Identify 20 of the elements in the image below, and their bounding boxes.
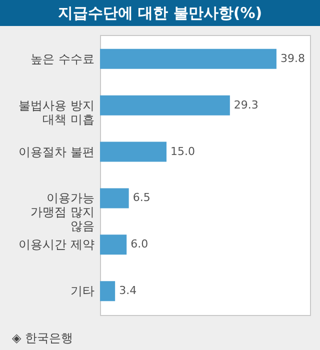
- bar: [100, 95, 230, 116]
- bar: [100, 234, 127, 255]
- y-tick-label: 기타: [70, 284, 94, 298]
- bar: [100, 48, 276, 69]
- text: ◈ 한국은행: [12, 331, 74, 345]
- y-tick-label: 이용시간 제약: [18, 238, 94, 252]
- y-tick-label: 불법사용 방지 대책 미흡: [18, 98, 94, 126]
- data-label: 3.4: [119, 284, 137, 298]
- data-label: 15.0: [170, 144, 196, 158]
- y-tick-label: 높은 수수료: [30, 52, 94, 66]
- data-label: 6.0: [130, 238, 148, 251]
- data-label: 6.5: [132, 191, 150, 204]
- bar: [100, 188, 129, 208]
- y-tick-label: 이용절차 불편: [18, 144, 94, 159]
- data-label: 29.3: [234, 98, 258, 112]
- chart-title: 지급수단에 대한 불만사항(%): [58, 4, 262, 22]
- bar: [100, 142, 167, 162]
- data-label: 39.8: [280, 52, 305, 65]
- bar: [100, 281, 116, 302]
- y-tick-label: 이용가능 가맹점 많지 않음: [30, 191, 94, 234]
